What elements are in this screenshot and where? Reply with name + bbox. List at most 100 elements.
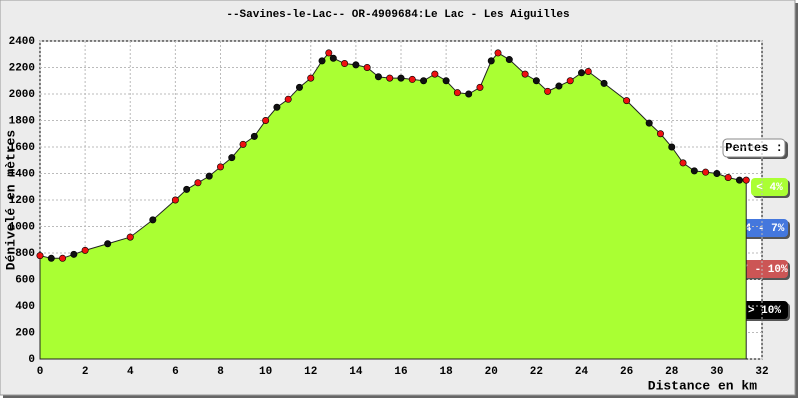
- elevation-point: [194, 179, 202, 187]
- elevation-point: [442, 77, 450, 85]
- elevation-point: [325, 49, 333, 57]
- y-tick-label: 0: [28, 354, 35, 366]
- elevation-point: [465, 90, 473, 98]
- elevation-point: [104, 240, 112, 248]
- elevation-point: [494, 49, 502, 57]
- elevation-point: [81, 246, 89, 254]
- legend-swatch: [751, 178, 788, 196]
- elevation-point: [59, 254, 67, 262]
- x-axis-label: Distance en km: [648, 378, 757, 393]
- y-tick-label: 1200: [9, 195, 35, 207]
- elevation-point: [126, 233, 134, 241]
- y-tick-label: 600: [15, 274, 35, 286]
- x-tick-label: 22: [530, 366, 543, 378]
- y-tick-label: 800: [15, 248, 35, 260]
- elevation-point: [329, 54, 337, 62]
- elevation-point: [36, 252, 44, 260]
- x-tick-label: 30: [710, 366, 723, 378]
- elevation-point: [262, 117, 270, 125]
- elevation-point: [352, 61, 360, 69]
- elevation-point: [250, 132, 258, 140]
- elevation-point: [217, 163, 225, 171]
- y-tick-label: 1600: [9, 142, 35, 154]
- elevation-point: [544, 87, 552, 95]
- elevation-point: [690, 167, 698, 175]
- chart-title: --Savines-le-Lac-- OR-4909684:Le Lac - L…: [226, 9, 569, 21]
- elevation-point: [702, 168, 710, 176]
- elevation-point: [397, 74, 405, 82]
- y-tick-label: 2000: [9, 89, 35, 101]
- legend-swatch: [741, 260, 788, 278]
- y-tick-label: 400: [15, 301, 35, 313]
- x-tick-label: 8: [217, 366, 224, 378]
- legend-swatch: [741, 219, 788, 237]
- legend-label: 7 - 10%: [741, 264, 788, 276]
- x-tick-label: 2: [82, 366, 89, 378]
- elevation-point: [735, 176, 743, 184]
- x-tick-label: 14: [349, 366, 363, 378]
- elevation-point: [600, 79, 608, 87]
- x-tick-label: 18: [440, 366, 454, 378]
- elevation-point: [284, 95, 292, 103]
- elevation-point: [623, 97, 631, 105]
- elevation-point: [386, 74, 394, 82]
- elevation-point: [408, 75, 416, 83]
- y-tick-label: 1000: [9, 221, 35, 233]
- elevation-point: [505, 56, 513, 64]
- elevation-point: [521, 70, 529, 78]
- elevation-point: [363, 64, 371, 72]
- elevation-point: [724, 173, 732, 181]
- elevation-point: [431, 70, 439, 78]
- y-tick-label: 200: [15, 327, 35, 339]
- elevation-point: [487, 57, 495, 65]
- elevation-point: [374, 73, 382, 81]
- y-tick-label: 1800: [9, 115, 35, 127]
- elevation-point: [318, 57, 326, 65]
- elevation-point: [70, 250, 78, 258]
- elevation-point: [566, 77, 574, 85]
- elevation-point: [742, 176, 750, 184]
- elevation-point: [273, 103, 281, 111]
- elevation-point: [307, 74, 315, 82]
- x-tick-label: 26: [620, 366, 633, 378]
- elevation-point: [577, 69, 585, 77]
- legend-label: 4 - 7%: [745, 223, 785, 235]
- legend-title-box: [722, 138, 786, 158]
- elevation-point: [205, 172, 213, 180]
- x-tick-label: 16: [394, 366, 407, 378]
- elevation-point: [476, 83, 484, 91]
- x-tick-label: 0: [37, 366, 44, 378]
- elevation-point: [532, 77, 540, 85]
- elevation-point: [228, 154, 236, 162]
- elevation-point: [645, 119, 653, 127]
- elevation-point: [679, 159, 687, 167]
- y-tick-label: 2200: [9, 62, 35, 74]
- x-tick-label: 10: [259, 366, 272, 378]
- elevation-point: [295, 83, 303, 91]
- elevation-point: [584, 67, 592, 75]
- elevation-point: [555, 82, 563, 90]
- elevation-point: [47, 254, 55, 262]
- y-axis-label: Dénivelé en mètres: [3, 130, 18, 271]
- elevation-point: [420, 77, 428, 85]
- legend-label: < 4%: [756, 182, 783, 194]
- y-tick-label: 2400: [9, 36, 35, 48]
- y-tick-label: 1400: [9, 168, 35, 180]
- elevation-point: [713, 170, 721, 178]
- x-tick-label: 28: [665, 366, 679, 378]
- x-tick-label: 24: [575, 366, 589, 378]
- x-tick-label: 32: [755, 366, 768, 378]
- elevation-point: [453, 89, 461, 97]
- elevation-point: [171, 196, 179, 204]
- elevation-point: [656, 130, 664, 138]
- elevation-point: [668, 143, 676, 151]
- elevation-point: [183, 185, 191, 193]
- legend: Pentes : < 4% 4 - 7% 7 - 10% > 10%: [722, 138, 790, 321]
- x-tick-label: 6: [172, 366, 179, 378]
- x-tick-label: 4: [127, 366, 134, 378]
- x-tick-label: 12: [304, 366, 317, 378]
- legend-title: Pentes :: [725, 141, 783, 155]
- x-tick-label: 20: [485, 366, 498, 378]
- elevation-point: [239, 140, 247, 148]
